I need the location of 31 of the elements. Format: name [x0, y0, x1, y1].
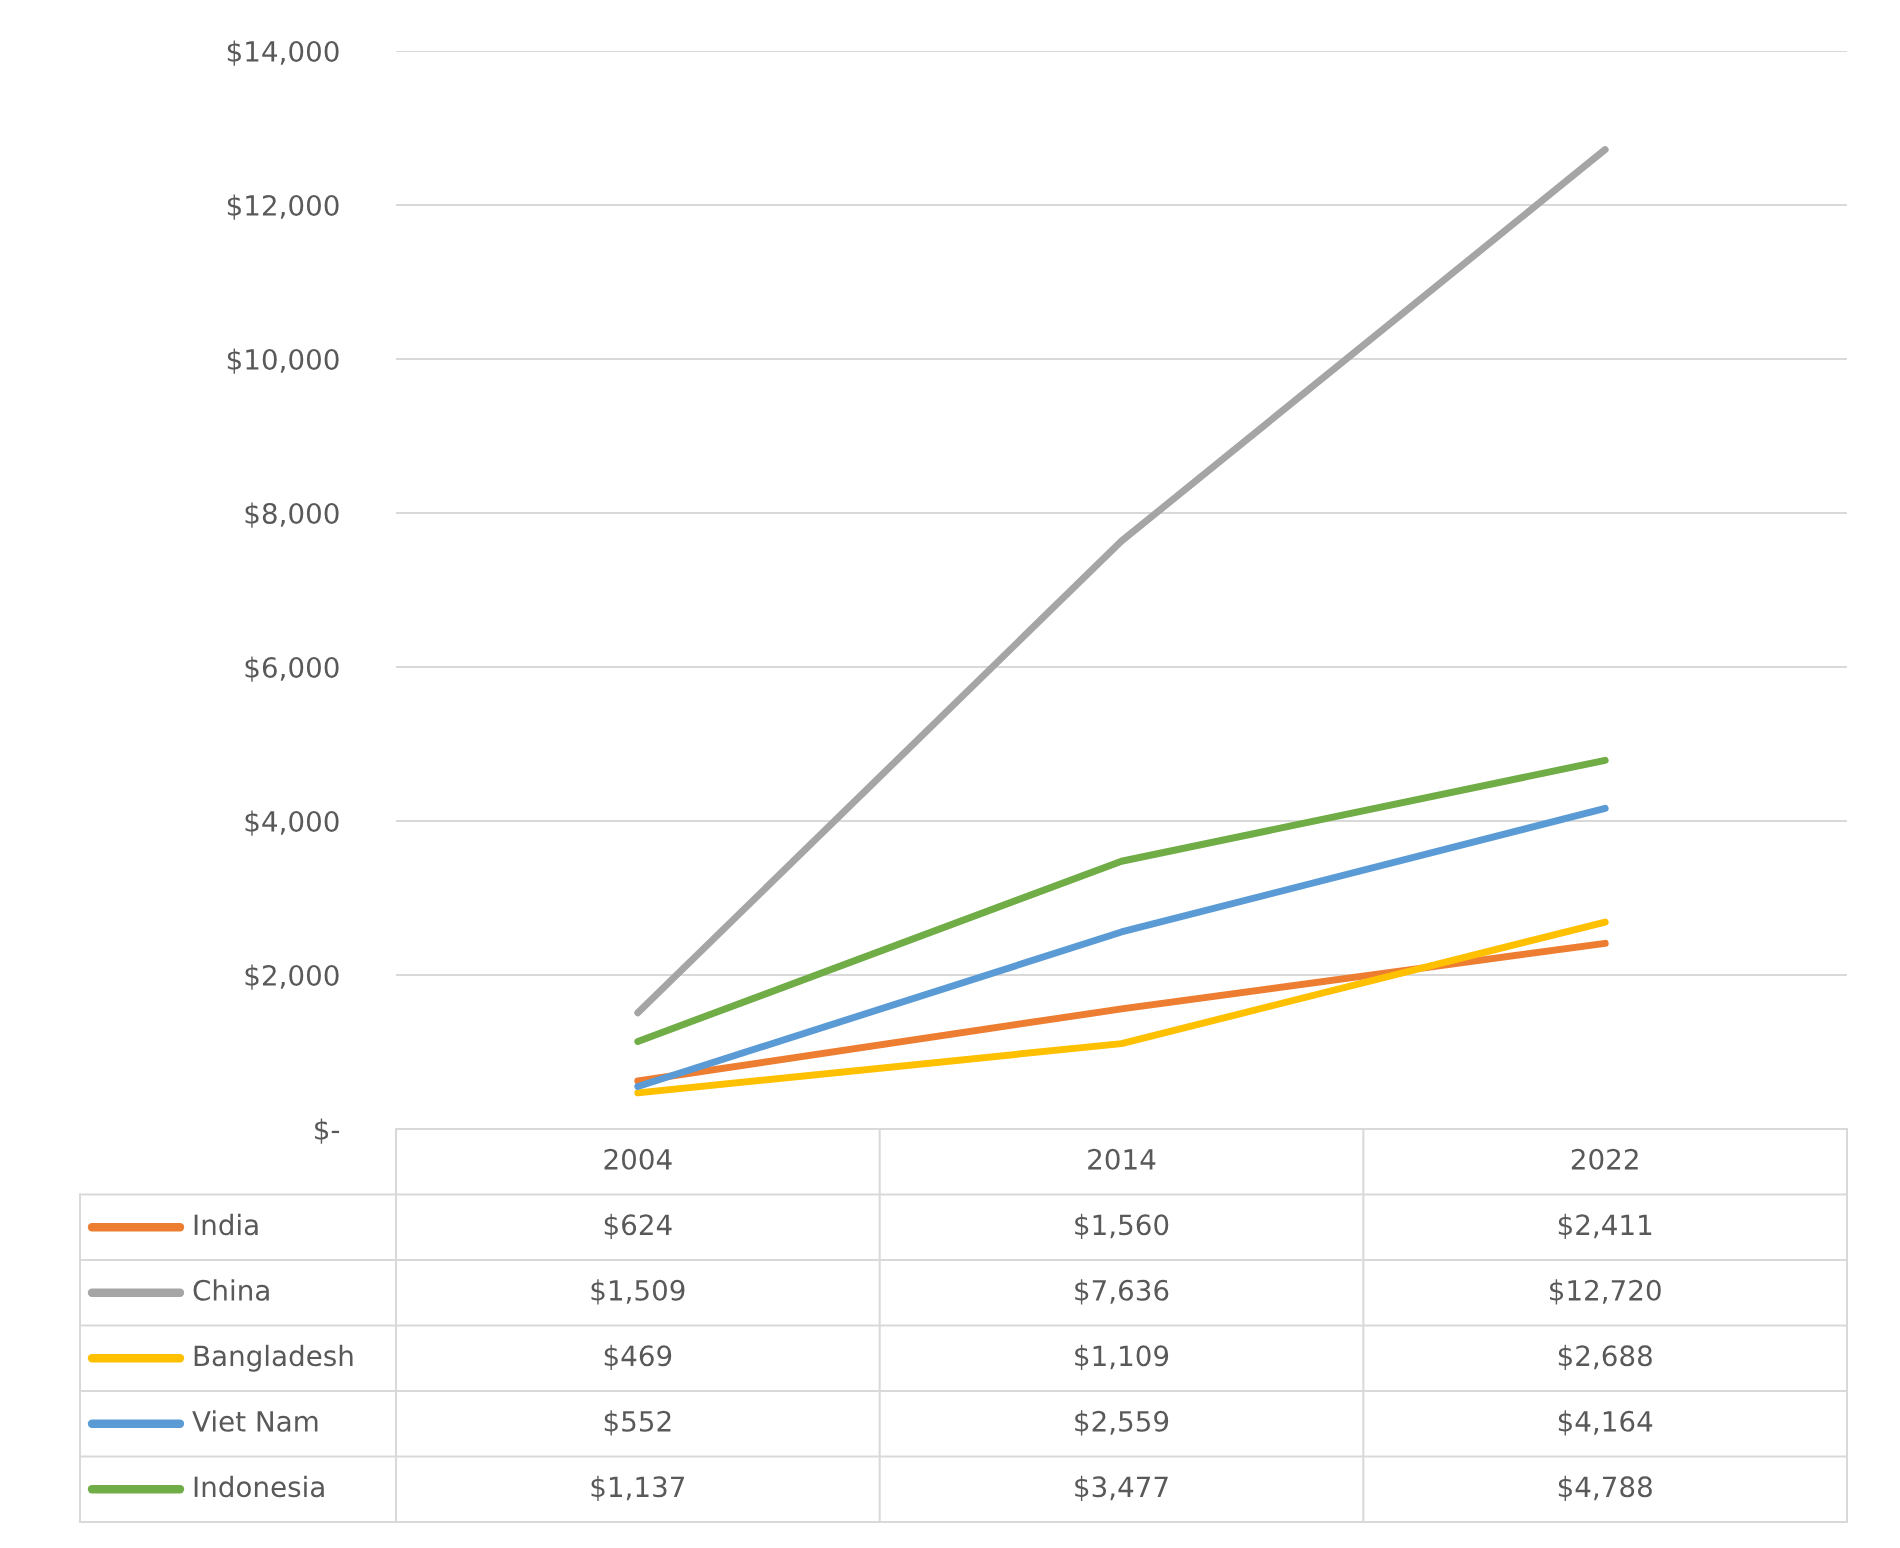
- y-tick-label: $8,000: [245, 502, 339, 528]
- y-tick-label: $12,000: [227, 194, 339, 220]
- legend-label: Indonesia: [194, 1475, 324, 1498]
- legend-label: India: [194, 1213, 258, 1236]
- data-label: $2,559: [1075, 1410, 1169, 1436]
- y-tick-label: $10,000: [227, 348, 339, 374]
- data-label: $552: [604, 1410, 671, 1436]
- x-tick-label: 2004: [604, 1148, 672, 1170]
- data-label: $624: [604, 1213, 672, 1239]
- x-tick-label: 2022: [1571, 1148, 1638, 1170]
- y-tick-label: $-: [315, 1118, 340, 1144]
- data-label: $4,164: [1558, 1410, 1653, 1436]
- y-tick-label: $6,000: [245, 656, 339, 682]
- data-label: $3,477: [1075, 1475, 1168, 1501]
- y-tick-label: $4,000: [245, 810, 339, 836]
- data-label: $2,688: [1558, 1344, 1652, 1370]
- x-tick-label: 2014: [1088, 1148, 1156, 1170]
- y-tick-label: $14,000: [227, 40, 339, 66]
- legend-label: Bangladesh: [194, 1344, 353, 1372]
- data-label: $12,720: [1550, 1279, 1661, 1305]
- data-label: $1,560: [1075, 1213, 1169, 1239]
- legend-label: China: [193, 1279, 269, 1301]
- legend-label: Viet Nam: [192, 1410, 318, 1432]
- data-label: $1,137: [591, 1475, 685, 1501]
- data-label: $469: [604, 1344, 672, 1370]
- data-label: $7,636: [1075, 1279, 1169, 1305]
- data-label: $2,411: [1558, 1213, 1652, 1239]
- data-label: $1,109: [1075, 1344, 1169, 1370]
- y-tick-label: $2,000: [245, 964, 339, 990]
- data-label: $4,788: [1558, 1475, 1652, 1501]
- data-label: $1,509: [591, 1279, 685, 1305]
